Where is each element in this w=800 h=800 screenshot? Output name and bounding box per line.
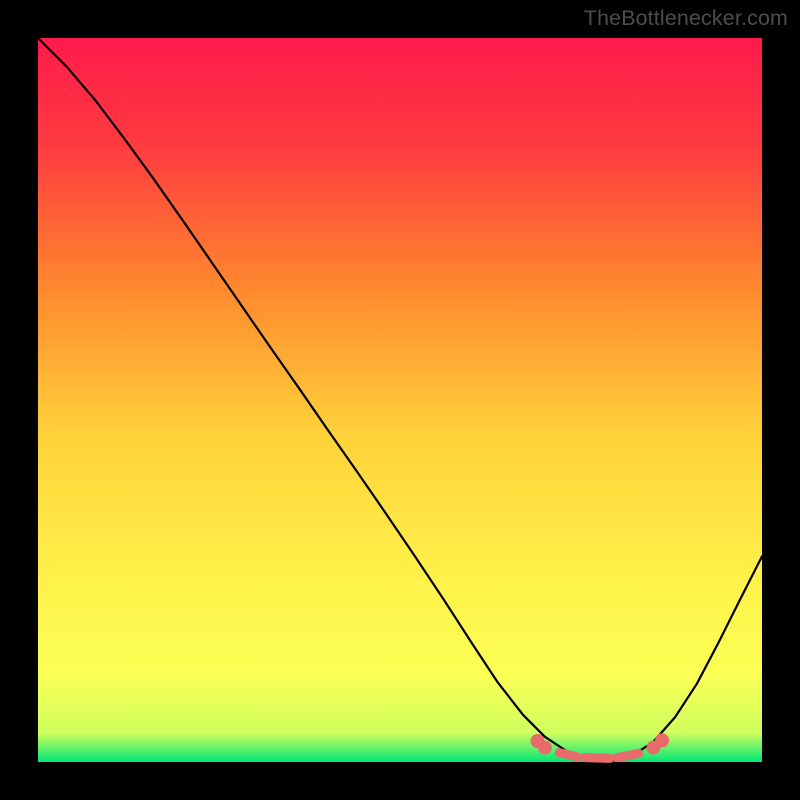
figure-root: TheBottlenecker.com	[0, 0, 800, 800]
minimum-dot	[538, 741, 552, 755]
minimum-dash	[585, 758, 610, 759]
chart-svg	[38, 38, 762, 762]
plot-area	[38, 38, 762, 762]
watermark-text: TheBottlenecker.com	[584, 6, 788, 31]
minimum-dash	[617, 753, 639, 757]
minimum-dash	[559, 753, 577, 757]
gradient-background	[38, 38, 762, 762]
minimum-dot	[655, 733, 669, 747]
